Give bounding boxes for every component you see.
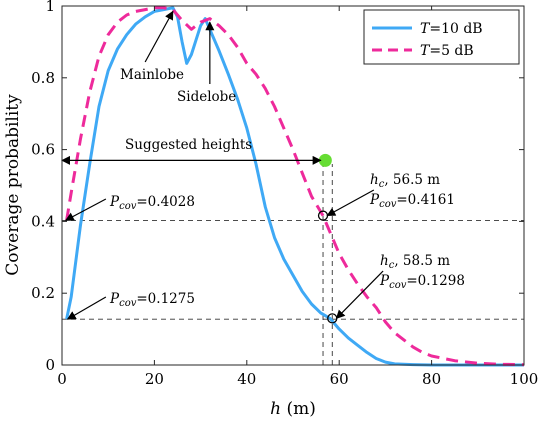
annotations: Mainlobe Sidelobe Suggested heights Pcov… bbox=[109, 67, 465, 309]
hc-1-subscript: c bbox=[379, 179, 385, 190]
pcov-4-value: =0.1298 bbox=[406, 273, 465, 289]
x-axis-unit: (m) bbox=[281, 399, 316, 419]
hc-arrow-2 bbox=[335, 270, 384, 320]
x-axis-title: h (m) bbox=[270, 399, 316, 419]
legend-box bbox=[363, 9, 520, 65]
annotation-arrows bbox=[61, 10, 384, 320]
legend-t10-rest: =10 dB bbox=[429, 21, 482, 37]
y-tick-label: 0 bbox=[45, 356, 55, 374]
marker-suggested-point bbox=[318, 153, 332, 167]
x-tick-label: 100 bbox=[510, 370, 539, 388]
pcov-label-4: Pcov=0.1298 bbox=[379, 273, 465, 291]
pcov-label-2: Pcov=0.1275 bbox=[109, 291, 195, 309]
hc-arrow-1 bbox=[326, 189, 375, 217]
pcov-label-3: Pcov=0.4161 bbox=[369, 192, 455, 210]
legend-label-t10: T=10 dB bbox=[420, 21, 483, 37]
x-tick-label: 40 bbox=[237, 370, 256, 388]
mainlobe-arrow bbox=[144, 10, 174, 63]
hc-1-value: , 56.5 m bbox=[384, 172, 440, 188]
legend-label-t5: T=5 dB bbox=[420, 43, 474, 59]
pcov-1-symbol: P bbox=[109, 194, 120, 210]
pcov-2-symbol: P bbox=[109, 291, 120, 307]
legend-t5-rest: =5 dB bbox=[429, 43, 473, 59]
x-tick-label: 80 bbox=[422, 370, 441, 388]
y-tick-label: 1 bbox=[45, 0, 55, 15]
suggested-heights-label: Suggested heights bbox=[125, 137, 252, 153]
pcov-4-symbol: P bbox=[379, 273, 390, 289]
hc-label-1: hc, 56.5 m bbox=[370, 172, 440, 190]
pcov-3-value: =0.4161 bbox=[396, 192, 455, 208]
y-tick-label: 0.6 bbox=[31, 141, 55, 159]
pcov-1-value: =0.4028 bbox=[136, 194, 195, 210]
axis-ticks: 0 20 40 60 80 100 0 0.2 0.4 0.6 0.8 1 bbox=[31, 0, 538, 388]
series-lines bbox=[65, 6, 525, 367]
x-tick-label: 60 bbox=[330, 370, 349, 388]
hc-2-value: , 58.5 m bbox=[394, 253, 450, 269]
legend: T=10 dB T=5 dB bbox=[363, 9, 520, 65]
pcov-arrow-2 bbox=[66, 296, 107, 320]
reference-lines bbox=[62, 163, 524, 365]
pcov-label-1: Pcov=0.4028 bbox=[109, 194, 195, 212]
legend-t5-var: T bbox=[420, 43, 431, 59]
y-tick-label: 0.8 bbox=[31, 69, 55, 87]
pcov-4-subscript: cov bbox=[389, 280, 407, 291]
mainlobe-label: Mainlobe bbox=[120, 67, 184, 83]
point-markers bbox=[317, 153, 338, 324]
x-tick-label: 0 bbox=[57, 370, 67, 388]
x-axis-var: h bbox=[270, 399, 281, 419]
sidelobe-label: Sidelobe bbox=[177, 89, 236, 105]
legend-t10-var: T bbox=[420, 21, 431, 37]
y-axis-title: Coverage probability bbox=[3, 94, 23, 276]
hc-2-symbol: h bbox=[380, 253, 389, 269]
pcov-3-subscript: cov bbox=[379, 199, 397, 210]
pcov-1-subscript: cov bbox=[119, 201, 137, 212]
x-tick-label: 20 bbox=[145, 370, 164, 388]
pcov-2-subscript: cov bbox=[119, 298, 137, 309]
hc-2-subscript: c bbox=[389, 260, 395, 271]
pcov-arrow-1 bbox=[64, 198, 107, 221]
hc-label-2: hc, 58.5 m bbox=[380, 253, 450, 271]
series-line-0 bbox=[65, 6, 524, 367]
hc-1-symbol: h bbox=[370, 172, 379, 188]
pcov-3-symbol: P bbox=[369, 192, 380, 208]
plot-area-frame bbox=[61, 5, 525, 366]
y-tick-label: 0.2 bbox=[31, 284, 55, 302]
pcov-2-value: =0.1275 bbox=[136, 291, 195, 307]
series-line-1 bbox=[65, 6, 525, 367]
y-tick-label: 0.4 bbox=[31, 212, 55, 230]
